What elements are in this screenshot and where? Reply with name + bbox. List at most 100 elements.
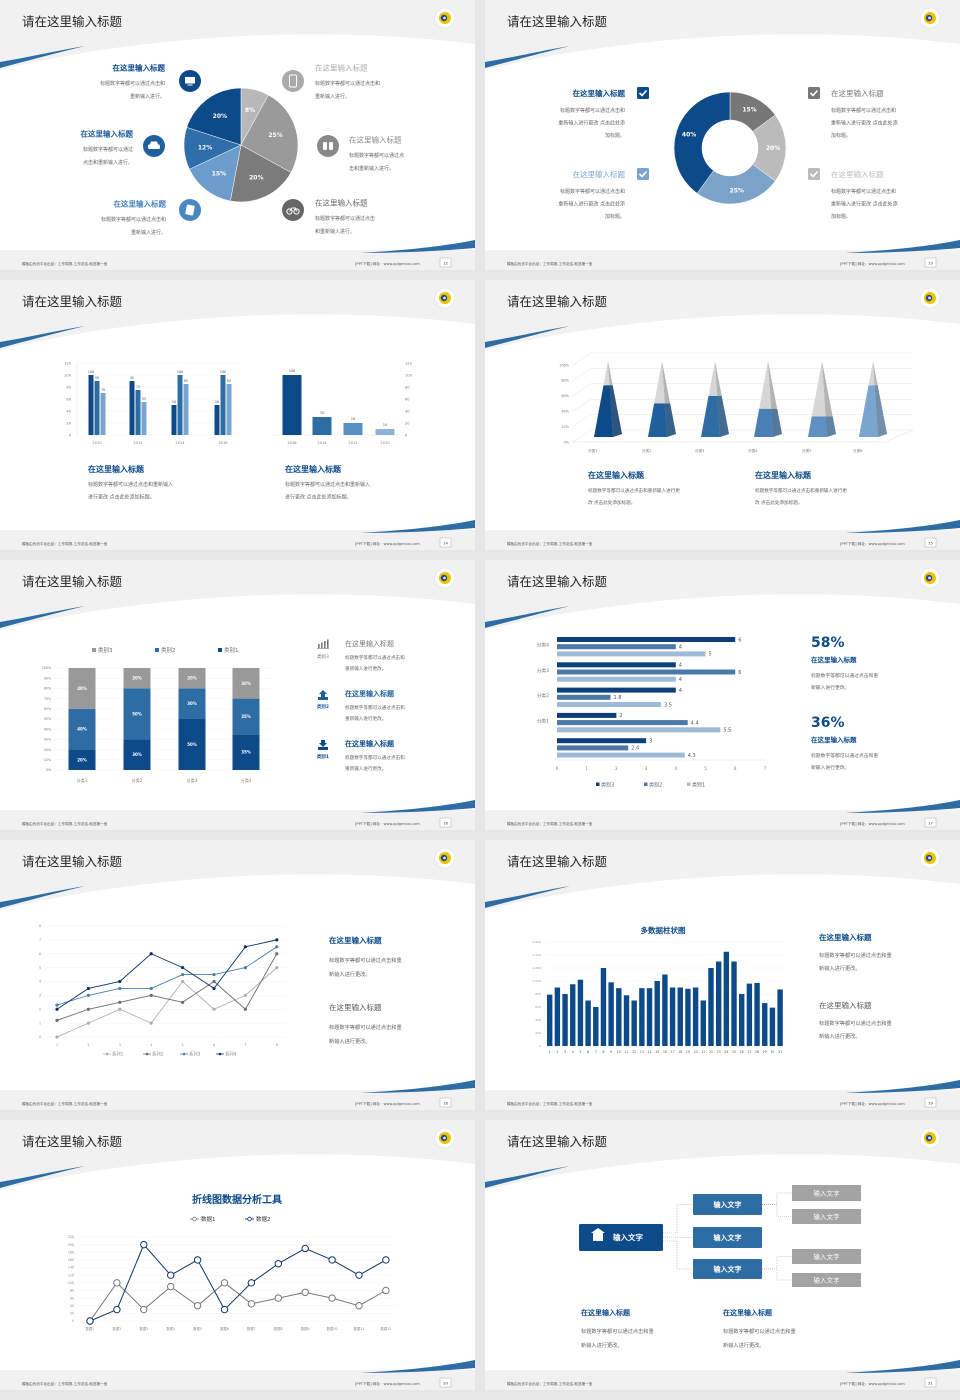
page-number: 18 xyxy=(443,1101,448,1106)
segment-label: 40% xyxy=(77,727,87,732)
tree-mid-node[interactable]: 输入文字 xyxy=(693,1227,762,1248)
logo xyxy=(919,567,941,589)
gridline xyxy=(572,429,913,443)
slice-label: 15% xyxy=(742,107,756,114)
data-point xyxy=(86,993,90,997)
slice-label: 20% xyxy=(766,145,780,152)
x-tick-label: 8 xyxy=(602,1050,604,1054)
page-number: 19 xyxy=(928,1101,933,1106)
y-tick-label: 3 xyxy=(39,994,41,998)
x-tick-label: 22 xyxy=(709,1050,713,1054)
y-tick-label: 2 xyxy=(39,1007,41,1011)
bar-value-label: 2.4 xyxy=(631,746,639,752)
y-tick-label: 0 xyxy=(69,433,72,437)
tree-leaf-node[interactable]: 输入文字 xyxy=(792,1209,861,1224)
hbar xyxy=(557,694,611,700)
bar-value-label: 100 xyxy=(289,369,295,373)
page-number-box xyxy=(439,257,452,268)
x-tick-label: 4 xyxy=(572,1050,574,1054)
tree-leaf-node[interactable]: 输入文字 xyxy=(792,1273,861,1287)
legend-swatch xyxy=(92,648,96,652)
legend-swatch xyxy=(644,782,648,786)
y-tick-label: 120 xyxy=(405,361,413,365)
body-text: 进行更改 点击此处添加标题。 xyxy=(88,494,155,501)
data-point xyxy=(274,1294,282,1302)
y-tick-label: 60% xyxy=(561,394,569,398)
slide-21: 请在这里输入标题 模板由优页平台出品：工作周报-工作总结-就选第一宝 [PPT下载]… xyxy=(485,1120,960,1390)
blue-swoosh-bottom xyxy=(845,1360,960,1373)
x-tick-label: 2 xyxy=(615,766,618,771)
logo xyxy=(434,287,456,309)
slice-label: 12% xyxy=(198,144,212,151)
x-tick-label: 8 xyxy=(276,1043,278,1047)
y-tick-label: 60 xyxy=(405,397,410,401)
hbar xyxy=(557,752,685,758)
checkbox[interactable] xyxy=(808,168,820,180)
x-tick-label: 2010 xyxy=(92,441,102,445)
pyramid-bar xyxy=(701,361,729,437)
checkbox[interactable] xyxy=(637,87,649,99)
legend-item: 类别3 xyxy=(92,646,113,654)
x-tick-label: 6 xyxy=(213,1043,215,1047)
node-label: 输入文字 xyxy=(814,1188,841,1197)
tree-leaf-node[interactable]: 输入文字 xyxy=(792,1185,861,1201)
data-point xyxy=(181,979,185,984)
stacked-bar-segment xyxy=(232,698,260,735)
body-text: 标题数字等都可以通过点击和重新输入 xyxy=(88,481,173,488)
pie-slice xyxy=(240,94,299,173)
tree-leaf-node[interactable]: 输入文字 xyxy=(792,1249,861,1264)
slide-19: 请在这里输入标题 模板由优页平台出品：工作周报-工作总结-就选第一宝 [PPT下载]… xyxy=(485,840,960,1110)
y-tick-label: 80 xyxy=(405,385,410,389)
phone-icon xyxy=(289,74,297,88)
footer-left-text: 模板由优页平台出品：工作周报-工作总结-就选第一宝 xyxy=(507,541,593,546)
tree-mid-node[interactable]: 输入文字 xyxy=(693,1194,762,1215)
item-title: 在这里输入标题 xyxy=(349,135,402,145)
segment-label: 30% xyxy=(132,752,142,757)
checkbox[interactable] xyxy=(808,87,820,99)
data-point xyxy=(181,1000,185,1004)
segment-label: 20% xyxy=(132,676,142,681)
bar xyxy=(183,384,189,435)
tree-root-node[interactable]: 输入文字 xyxy=(579,1224,663,1251)
page-number: 14 xyxy=(443,541,448,546)
item-title: 在这里输入标题 xyxy=(315,198,368,208)
checkbox[interactable] xyxy=(637,168,649,180)
tree-mid-node[interactable]: 输入文字 xyxy=(693,1259,762,1279)
x-tick-label: 数据3 xyxy=(139,1326,148,1331)
bar-value-label: 4 xyxy=(679,645,682,651)
page-number: 20 xyxy=(443,1381,448,1386)
body-text: 标题数字等都可以通过点击和重新输入 xyxy=(285,481,370,488)
data-point xyxy=(86,1021,90,1025)
y-tick-label: 1,600 xyxy=(532,940,541,944)
y-tick-label: 1,000 xyxy=(532,979,541,983)
y-tick-label: 40% xyxy=(561,410,569,414)
x-tick-label: 2012 xyxy=(133,441,142,445)
bar xyxy=(220,375,226,435)
legend-label: 系列2 xyxy=(152,1051,164,1058)
legend-label: 类别1 xyxy=(224,646,239,654)
series-line xyxy=(56,946,278,1006)
body-text: 标题数字等都可以通过点击和重 xyxy=(581,1327,654,1335)
series-line xyxy=(56,953,278,1021)
bar-value-label: 85 xyxy=(227,379,231,383)
bar xyxy=(639,988,645,1046)
data-point xyxy=(247,1300,256,1308)
slide-title: 请在这里输入标题 xyxy=(507,294,608,309)
body-text: 标题数字等都可以通过点击和 xyxy=(345,704,405,711)
bar-value-label: 6 xyxy=(738,637,741,643)
y-tick-label: 200 xyxy=(68,1243,74,1247)
node-label: 输入文字 xyxy=(714,1233,742,1242)
body-text: 和重新输入进行。 xyxy=(315,228,355,235)
slide-15: 请在这里输入标题 模板由优页平台出品：工作周报-工作总结-就选第一宝 [PPT下载]… xyxy=(485,280,960,550)
x-tick-label: 2016 xyxy=(218,441,228,445)
body-text: 标题数字等都可以通过点击和重 xyxy=(329,956,402,964)
node-label: 输入文字 xyxy=(714,1265,742,1274)
x-tick-label: 0 xyxy=(556,766,559,771)
legend-label: 数据1 xyxy=(201,1215,216,1223)
y-tick-label: 60 xyxy=(66,397,71,401)
icon-label: 类别1 xyxy=(317,753,329,760)
y-tick-label: 90% xyxy=(44,676,51,680)
stacked-bar-segment xyxy=(68,708,96,750)
